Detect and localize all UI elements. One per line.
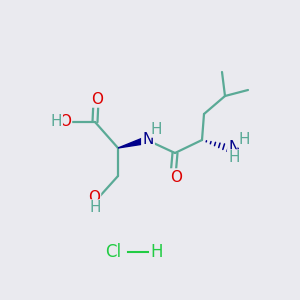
Text: O: O [91, 92, 103, 106]
Text: Cl: Cl [105, 243, 121, 261]
Polygon shape [118, 136, 148, 148]
Text: N: N [142, 131, 154, 146]
Text: O: O [59, 115, 71, 130]
Text: N: N [228, 140, 240, 154]
Text: O: O [88, 190, 100, 205]
Text: H: H [151, 243, 163, 261]
Text: H: H [238, 131, 250, 146]
Text: H: H [228, 151, 240, 166]
Text: H: H [89, 200, 101, 215]
Text: O: O [170, 169, 182, 184]
Text: H: H [150, 122, 162, 136]
Text: H: H [50, 115, 62, 130]
